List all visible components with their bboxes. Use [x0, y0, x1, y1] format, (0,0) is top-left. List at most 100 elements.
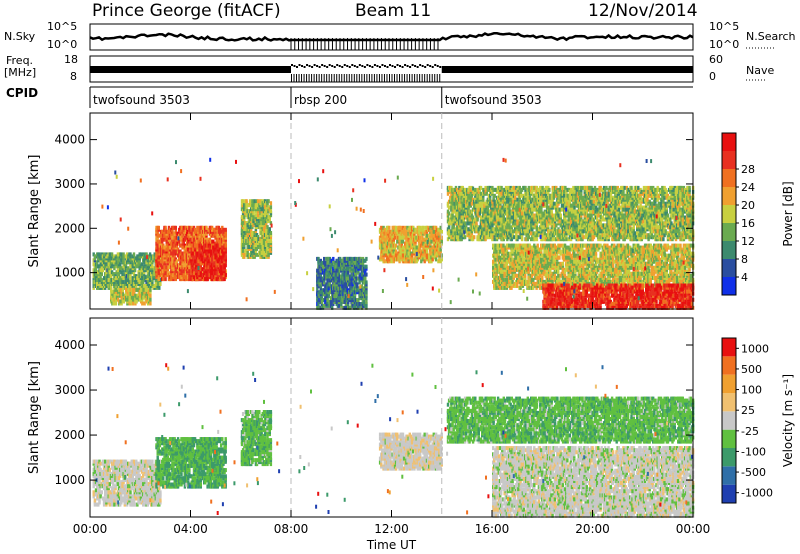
power-cell — [527, 235, 531, 240]
nave-bar — [351, 74, 353, 82]
power-cell — [124, 268, 128, 273]
power-cell — [462, 197, 466, 202]
power-cell — [255, 221, 259, 226]
power-cell — [253, 199, 256, 204]
power-cell — [102, 252, 106, 257]
power-cell — [493, 237, 496, 242]
nave-bar — [326, 74, 328, 82]
power-cell — [318, 290, 321, 295]
power-cell — [479, 215, 483, 220]
nsky-label: N.Sky — [4, 30, 36, 43]
power-cell — [401, 235, 405, 240]
nave-bar — [333, 74, 335, 82]
nave-bar — [321, 74, 323, 82]
freq-dot — [348, 66, 351, 68]
power-cell — [508, 225, 511, 230]
power-cell — [499, 217, 502, 222]
power-cell — [175, 259, 179, 264]
power-cell — [116, 268, 120, 273]
power-cell — [108, 270, 111, 275]
power-cell — [331, 262, 334, 267]
power-cell — [332, 256, 335, 261]
freq-dot — [318, 66, 321, 68]
power-cell — [241, 248, 245, 253]
freq-dot — [326, 66, 329, 68]
power-cell — [114, 287, 118, 292]
nave-bar — [341, 74, 343, 82]
power-cell — [122, 299, 126, 304]
power-cell — [210, 225, 214, 230]
freq-dot — [351, 64, 354, 66]
power-cell — [318, 278, 321, 283]
power-cell — [263, 219, 267, 224]
station-title: Prince George (fitACF) — [92, 1, 281, 21]
power-cell — [144, 287, 147, 292]
power-cell — [243, 252, 246, 257]
power-cell — [267, 246, 270, 251]
power-cell — [320, 260, 324, 265]
power-cell — [142, 295, 145, 300]
power-cell — [447, 205, 451, 210]
nave-bar — [331, 74, 333, 82]
power-cell — [168, 245, 172, 250]
freq-dot — [391, 65, 394, 67]
power-cell — [267, 237, 270, 241]
power-cell — [224, 243, 227, 248]
power-cell — [131, 301, 135, 306]
power-cell — [388, 225, 391, 230]
power-cell — [119, 262, 122, 267]
power-cell — [149, 297, 152, 302]
power-cell — [121, 272, 124, 277]
power-cell — [110, 252, 114, 257]
power-cell — [263, 229, 267, 234]
power-cell — [317, 302, 320, 306]
power-cell — [101, 268, 105, 273]
freq-tick-bottom: 8 — [70, 70, 77, 83]
nave-bar — [313, 74, 315, 82]
power-cell — [422, 225, 425, 230]
nave-bar — [394, 74, 396, 82]
power-cell — [434, 257, 438, 262]
power-cell — [113, 272, 116, 277]
power-cell — [188, 225, 191, 230]
power-cell — [218, 261, 222, 266]
power-cell — [263, 213, 267, 218]
power-cell — [401, 239, 405, 244]
power-cell — [530, 231, 533, 236]
freq-dot — [316, 65, 319, 67]
power-cell — [318, 305, 321, 310]
freq-dot — [358, 64, 361, 66]
nave-bar — [436, 74, 438, 82]
power-cell — [224, 273, 227, 278]
power-cell — [326, 260, 329, 265]
freq-dot — [411, 64, 414, 66]
freq-dot — [361, 65, 364, 67]
power-cell — [384, 253, 387, 258]
nave-bar — [368, 74, 370, 82]
nsky-trace — [89, 32, 694, 42]
power-cell — [168, 257, 172, 262]
nave-bar — [323, 74, 325, 82]
nave-bar — [296, 74, 298, 82]
power-cell — [241, 223, 245, 228]
power-cell — [241, 199, 245, 204]
power-cell — [145, 252, 148, 257]
power-cell — [252, 207, 255, 212]
freq-band — [441, 66, 693, 73]
power-cell — [198, 235, 201, 240]
power-cell — [425, 249, 429, 254]
power-cell — [248, 199, 252, 204]
power-cell — [317, 270, 320, 275]
power-cell — [323, 303, 326, 308]
freq-dot — [308, 65, 311, 67]
nave-bar — [424, 74, 426, 82]
power-cell — [462, 203, 466, 208]
power-cell — [269, 221, 273, 226]
power-cell — [432, 229, 435, 234]
power-cell — [168, 271, 172, 276]
power-cell — [159, 256, 162, 261]
freq-dot — [313, 64, 316, 66]
power-cell — [168, 253, 172, 258]
power-cell — [224, 227, 227, 232]
freq-dot — [293, 65, 296, 67]
